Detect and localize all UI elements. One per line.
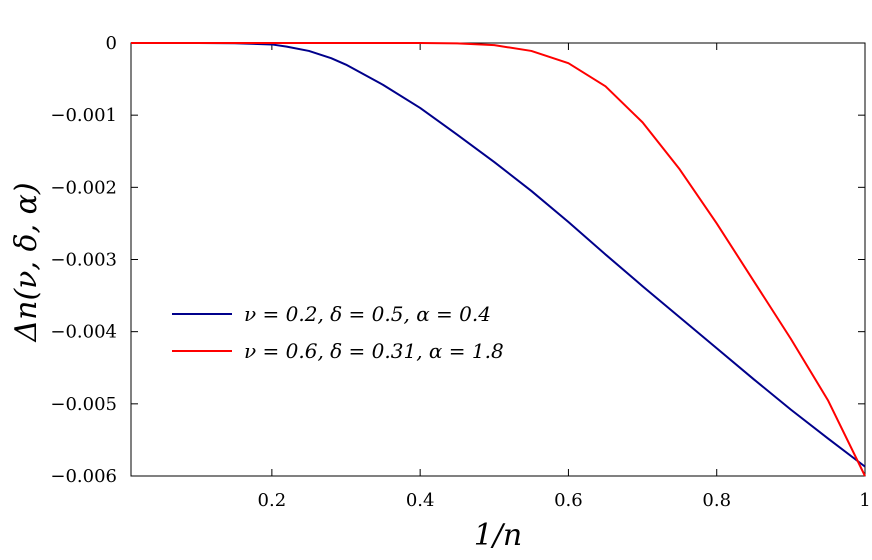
legend: ν = 0.2, δ = 0.5, α = 0.4 ν = 0.6, δ = 0… (172, 302, 504, 363)
x-axis-label: 1/n (474, 518, 523, 553)
series-line-1 (131, 42, 866, 468)
y-tick-label: −0.005 (50, 394, 117, 415)
x-tick-label: 0.8 (702, 490, 731, 511)
y-axis-label: Δn(ν, δ, α) (9, 182, 44, 342)
y-tick-label: −0.004 (50, 322, 117, 343)
series-line-2 (131, 42, 866, 477)
plot-frame (130, 42, 866, 477)
y-tick-label: −0.006 (50, 466, 117, 487)
y-tick-label: −0.001 (50, 105, 117, 126)
x-tick-label: 0.4 (406, 490, 435, 511)
series-lines (131, 42, 866, 477)
x-tick-label: 1 (859, 490, 870, 511)
y-tick-label: −0.002 (50, 177, 117, 198)
plot-area (130, 42, 866, 477)
x-tick-label: 0.6 (554, 490, 583, 511)
y-tick-label: 0 (106, 33, 117, 54)
legend-label-series-1: ν = 0.2, δ = 0.5, α = 0.4 (244, 302, 491, 326)
y-tick-label: −0.003 (50, 250, 117, 271)
axis-ticks: 0.2 0.4 0.6 0.8 1 0 −0.001 −0.002 −0.003 −0.004 −0… (50, 33, 870, 511)
legend-label-series-2: ν = 0.6, δ = 0.31, α = 1.8 (244, 339, 504, 363)
x-tick-label: 0.2 (258, 490, 287, 511)
